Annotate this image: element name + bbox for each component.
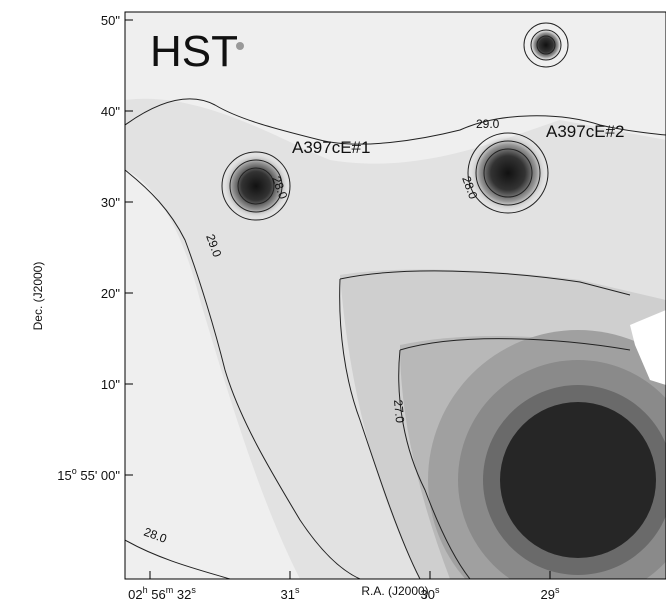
- tick-label-part: s: [435, 585, 440, 595]
- tick-label-part: m: [166, 585, 174, 595]
- x-axis-title: R.A. (J2000): [361, 584, 428, 598]
- source-label: A397cE#1: [292, 138, 370, 157]
- tick-label: 30s: [421, 585, 440, 602]
- tick-label: 31s: [281, 585, 300, 602]
- tick-label-part: s: [555, 585, 560, 595]
- tick-label-part: 02: [128, 587, 142, 602]
- tick-label-part: 56: [148, 587, 166, 602]
- tick-label-part: 31: [281, 587, 295, 602]
- tick-label-part: 40": [101, 104, 120, 119]
- panel-label: HST: [150, 27, 238, 76]
- tick-label-part: 55' 00": [77, 468, 121, 483]
- tick-label-part: 10": [101, 377, 120, 392]
- y-axis-title: Dec. (J2000): [31, 262, 45, 331]
- tick-label: 15o 55' 00": [57, 466, 120, 483]
- tick-label: 20": [101, 286, 120, 301]
- contour-label: 27.0: [391, 399, 407, 424]
- tick-label: 10": [101, 377, 120, 392]
- tick-label-part: s: [295, 585, 300, 595]
- tick-label-part: 50": [101, 13, 120, 28]
- tick-label-part: 32: [173, 587, 191, 602]
- tick-label-part: 30: [421, 587, 435, 602]
- tick-label: 29s: [541, 585, 560, 602]
- tick-label: 02h 56m 32s: [128, 585, 196, 602]
- y-ticks: 50" 40" 30" 20" 10" 15o 55' 00": [57, 13, 133, 483]
- tick-label: 50": [101, 13, 120, 28]
- tick-label-part: 30": [101, 195, 120, 210]
- image: [125, 12, 666, 602]
- tick-label: 40": [101, 104, 120, 119]
- contour-label: 29.0: [476, 117, 500, 131]
- tick-label-part: 29: [541, 587, 555, 602]
- tick-label-part: 15: [57, 468, 71, 483]
- tick-label: 30": [101, 195, 120, 210]
- tick-label-part: s: [191, 585, 196, 595]
- figure: HST A397cE#1 A397cE#2 29.0 28.0 29.0 28.…: [0, 0, 666, 602]
- tick-label-part: 20": [101, 286, 120, 301]
- source-label: A397cE#2: [546, 122, 624, 141]
